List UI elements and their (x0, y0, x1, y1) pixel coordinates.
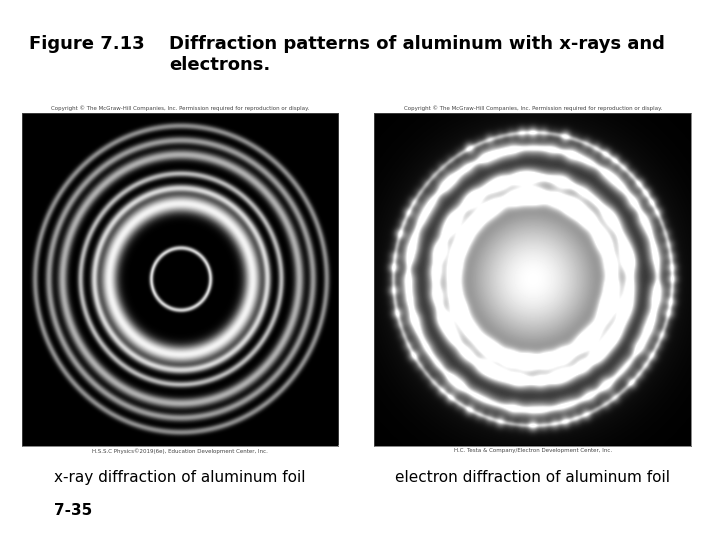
Text: H.S.S.C Physics©2019(6e), Education Development Center, Inc.: H.S.S.C Physics©2019(6e), Education Deve… (92, 448, 268, 454)
Text: Copyright © The McGraw-Hill Companies, Inc. Permission required for reproduction: Copyright © The McGraw-Hill Companies, I… (404, 105, 662, 111)
Polygon shape (14, 502, 30, 524)
Polygon shape (690, 502, 706, 524)
Text: Copyright © The McGraw-Hill Companies, Inc. Permission required for reproduction: Copyright © The McGraw-Hill Companies, I… (51, 105, 309, 111)
Text: Diffraction patterns of aluminum with x-rays and
electrons.: Diffraction patterns of aluminum with x-… (169, 35, 665, 74)
Text: 7-35: 7-35 (54, 503, 92, 518)
Text: x-ray diffraction of aluminum foil: x-ray diffraction of aluminum foil (54, 470, 306, 485)
Text: electron diffraction of aluminum foil: electron diffraction of aluminum foil (395, 470, 670, 485)
Text: H.C. Testa & Company/Electron Development Center, Inc.: H.C. Testa & Company/Electron Developmen… (454, 448, 612, 453)
Text: Figure 7.13: Figure 7.13 (29, 35, 145, 53)
